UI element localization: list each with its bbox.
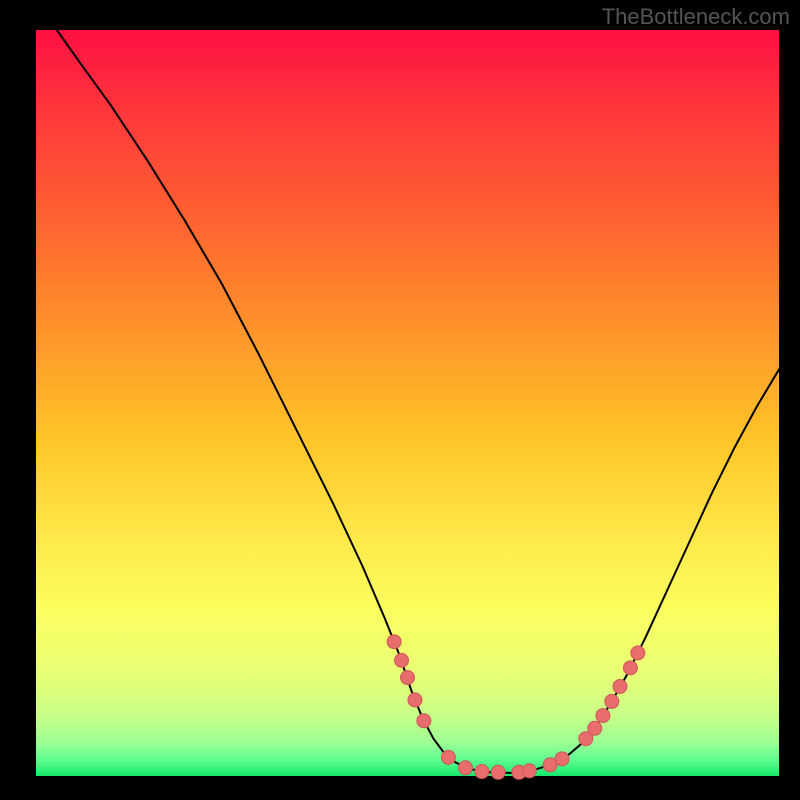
curve-marker (401, 671, 415, 685)
curve-marker (417, 714, 431, 728)
curve-marker (613, 679, 627, 693)
curve-marker (491, 765, 505, 779)
curve-marker (475, 765, 489, 779)
curve-marker (631, 646, 645, 660)
curve-marker (408, 693, 422, 707)
curve-marker (596, 709, 610, 723)
curve-marker (522, 764, 536, 778)
marker-group (387, 635, 645, 780)
curve-marker (387, 635, 401, 649)
curve-marker (458, 761, 472, 775)
curve-marker (623, 661, 637, 675)
watermark-text: TheBottleneck.com (602, 4, 790, 30)
chart-stage: TheBottleneck.com (0, 0, 800, 800)
curve-marker (605, 694, 619, 708)
curve-marker (588, 721, 602, 735)
curve-layer (36, 30, 779, 776)
curve-marker (555, 752, 569, 766)
plot-area (36, 30, 779, 776)
curve-marker (395, 653, 409, 667)
curve-marker (441, 750, 455, 764)
bottleneck-curve (57, 30, 779, 773)
